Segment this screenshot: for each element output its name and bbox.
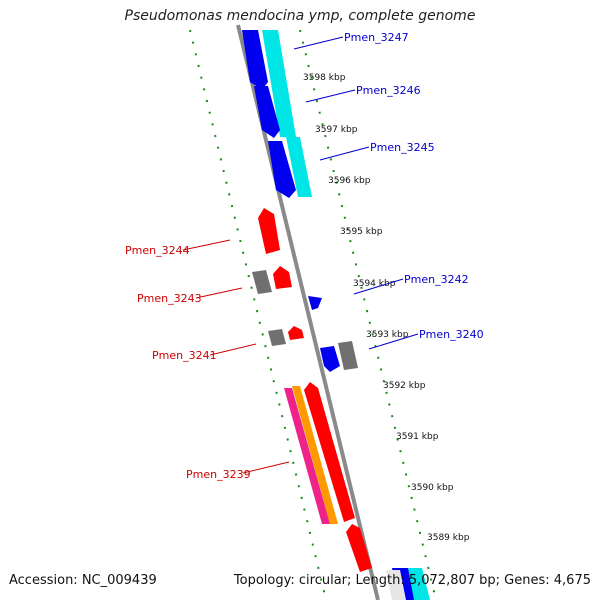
leader-pmen-3245 [319, 146, 370, 161]
tick-3592: 3592 kbp [383, 381, 426, 391]
feature-cyan-2 [286, 137, 312, 197]
feature-pmen-3241 [288, 326, 304, 340]
tick-3595: 3595 kbp [340, 227, 383, 237]
feature-gray-3 [338, 341, 358, 370]
label-pmen-3243[interactable]: Pmen_3243 [137, 292, 202, 305]
accession-text: Accession: NC_009439 [9, 573, 157, 588]
label-pmen-3245[interactable]: Pmen_3245 [370, 141, 435, 154]
feature-pmen-3247 [242, 30, 268, 90]
feature-magenta [284, 388, 330, 524]
tick-3591: 3591 kbp [396, 432, 439, 442]
feature-red-bottom [346, 524, 372, 572]
tick-3593: 3593 kbp [366, 330, 409, 340]
leader-pmen-3241 [209, 343, 257, 356]
outer-grid-arc [189, 29, 327, 600]
map-title: Pseudomonas mendocina ymp, complete geno… [124, 8, 476, 24]
leader-pmen-3240 [368, 333, 419, 350]
leader-pmen-3239 [242, 461, 290, 474]
feature-gray-2 [268, 329, 286, 346]
inner-grid-arc [299, 29, 437, 600]
label-pmen-3246[interactable]: Pmen_3246 [356, 84, 421, 97]
label-pmen-3244[interactable]: Pmen_3244 [125, 244, 190, 257]
feature-pmen-3240 [320, 346, 340, 372]
feature-pmen-3243 [273, 266, 292, 289]
genome-summary-text: Topology: circular; Length: 5,072,807 bp… [233, 573, 591, 588]
tick-3590: 3590 kbp [411, 483, 454, 493]
feature-pmen-3244 [258, 208, 280, 254]
leader-pmen-3242 [353, 278, 404, 295]
leader-pmen-3246 [305, 89, 356, 103]
feature-pmen-3242 [308, 296, 322, 310]
feature-pmen-3246 [254, 86, 280, 138]
tick-3597: 3597 kbp [315, 125, 358, 135]
label-pmen-3242[interactable]: Pmen_3242 [404, 273, 469, 286]
feature-pmen-3239 [304, 382, 355, 522]
feature-orange [292, 386, 338, 524]
feature-lightgray [386, 570, 406, 600]
label-pmen-3239[interactable]: Pmen_3239 [186, 468, 251, 481]
leader-pmen-3244 [182, 239, 231, 251]
leader-pmen-3243 [195, 287, 243, 299]
label-pmen-3241[interactable]: Pmen_3241 [152, 349, 217, 362]
label-pmen-3240[interactable]: Pmen_3240 [419, 328, 484, 341]
feature-cyan-1 [262, 30, 296, 137]
feature-pmen-3245 [268, 141, 296, 198]
tick-3598: 3598 kbp [303, 73, 346, 83]
tick-3596: 3596 kbp [328, 176, 371, 186]
label-pmen-3247[interactable]: Pmen_3247 [344, 31, 409, 44]
tick-3589: 3589 kbp [427, 533, 470, 543]
tick-3594: 3594 kbp [353, 279, 396, 289]
feature-gray-1 [252, 270, 272, 294]
leader-pmen-3247 [293, 36, 344, 50]
